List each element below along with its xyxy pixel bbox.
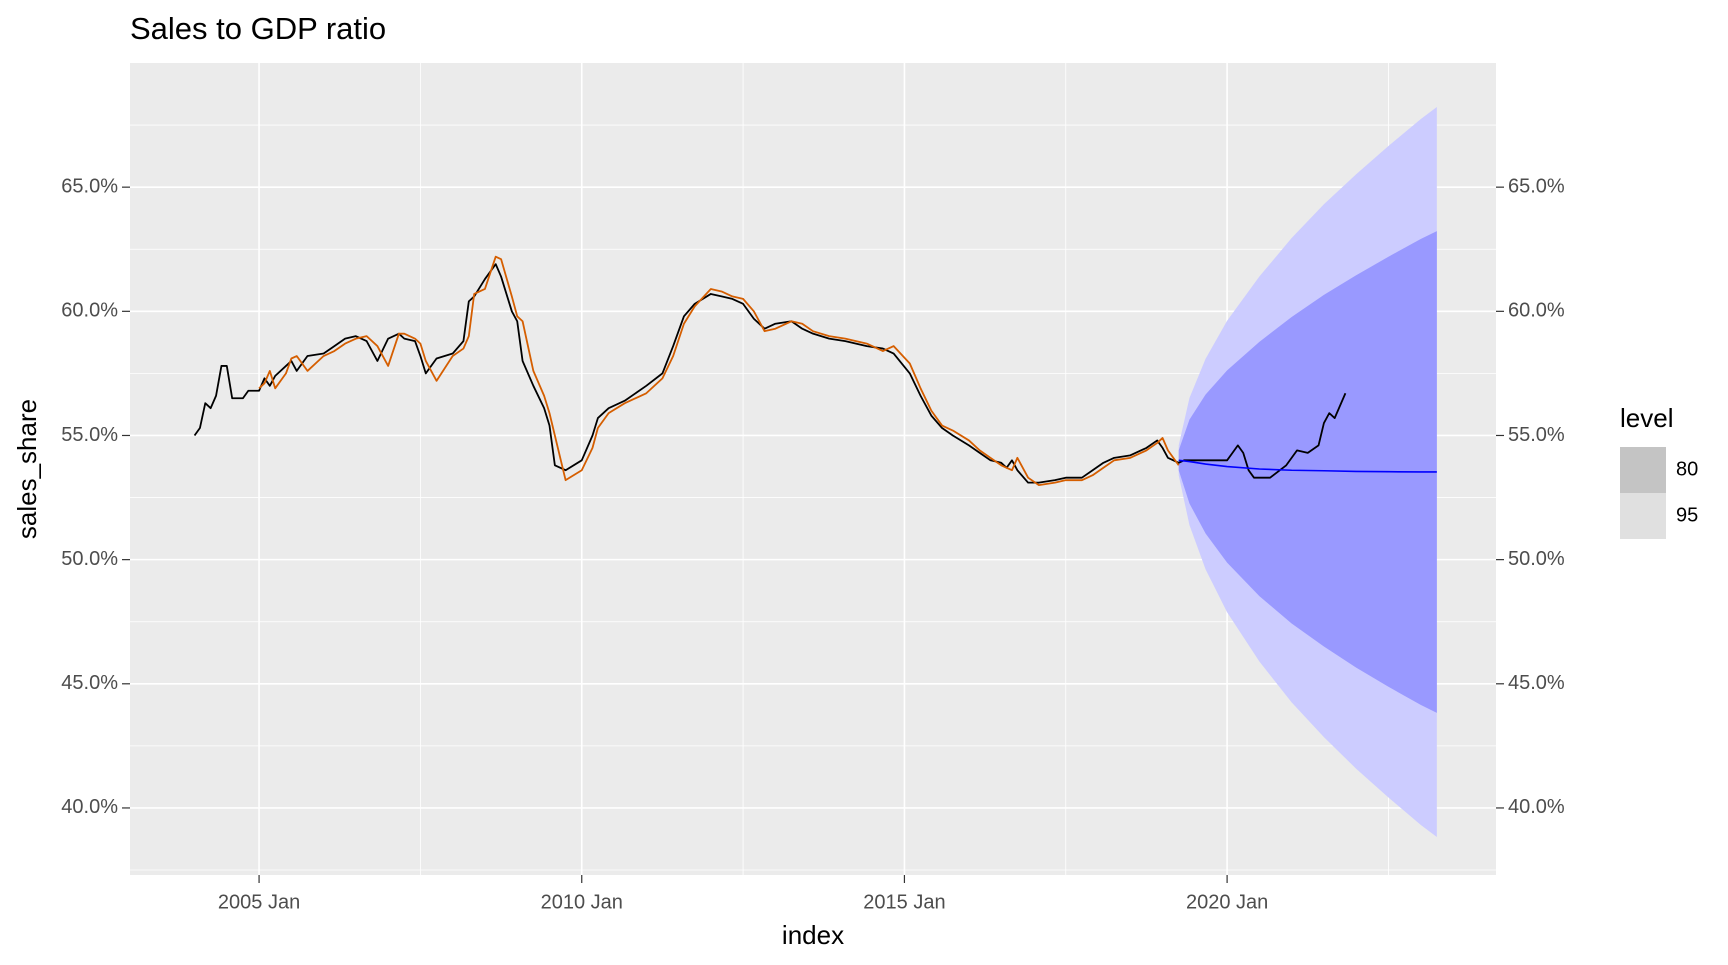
y-tick-label: 40.0% [61, 796, 118, 818]
legend: level 80 95 [1620, 403, 1698, 539]
y2-tick-label: 45.0% [1508, 672, 1565, 694]
legend-label: 95 [1676, 504, 1698, 526]
y-tick-label: 55.0% [61, 424, 118, 446]
legend-key [1620, 493, 1666, 539]
x-tick-label: 2020 Jan [1186, 891, 1268, 913]
marks [193, 106, 1437, 838]
y2-tick-label: 65.0% [1508, 175, 1565, 197]
y2-tick-label: 55.0% [1508, 424, 1565, 446]
x-tick-label: 2005 Jan [218, 891, 300, 913]
series-line [193, 263, 1347, 484]
axes: 40.0% 45.0% 50.0% 55.0% 60.0% 65.0% 40.0% 45.0%… [61, 175, 1565, 913]
x-tick-label: 2010 Jan [541, 891, 623, 913]
y-tick-label: 60.0% [61, 300, 118, 322]
y-tick-label: 45.0% [61, 672, 118, 694]
legend-key [1620, 447, 1666, 493]
forecast-line [1178, 459, 1437, 473]
y2-tick-label: 40.0% [1508, 796, 1565, 818]
y2-tick-label: 50.0% [1508, 548, 1565, 570]
legend-title: level [1620, 403, 1673, 433]
legend-label: 80 [1676, 458, 1698, 480]
x-tick-label: 2015 Jan [863, 891, 945, 913]
y-tick-label: 65.0% [61, 175, 118, 197]
interval-band [1178, 231, 1437, 713]
y-tick-label: 50.0% [61, 548, 118, 570]
x-axis-title: index [782, 920, 844, 950]
y2-tick-label: 60.0% [1508, 300, 1565, 322]
series-line [258, 255, 1180, 487]
chart-title: Sales to GDP ratio [130, 11, 386, 46]
y-axis-title: sales_share [12, 399, 42, 539]
